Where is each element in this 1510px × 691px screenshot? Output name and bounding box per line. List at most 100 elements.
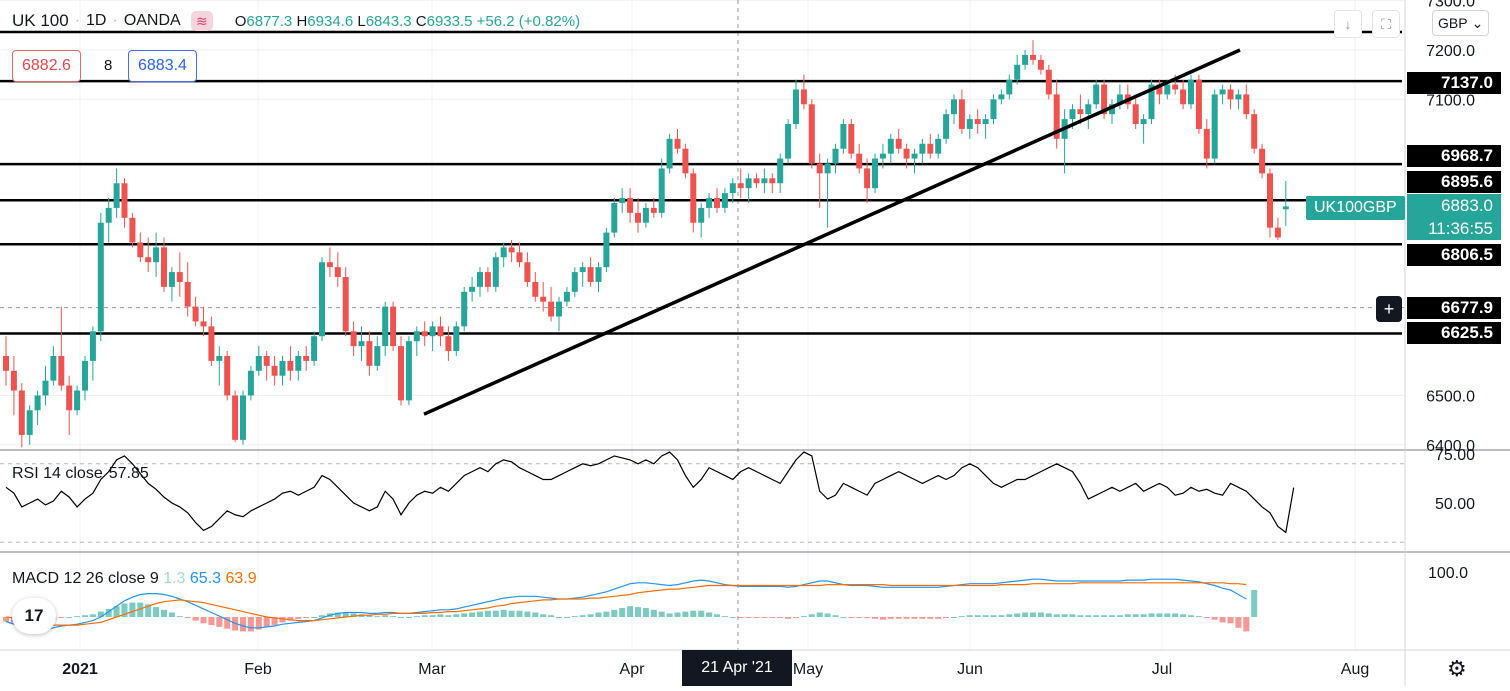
macd-histogram-bar xyxy=(461,613,468,617)
candle-body xyxy=(603,232,610,268)
macd-histogram-bar xyxy=(350,613,357,617)
macd-legend[interactable]: MACD 12 26 close 9 1.3 65.3 63.9 xyxy=(12,570,257,587)
sell-price-button[interactable]: 6882.6 xyxy=(12,50,81,82)
macd-histogram-bar xyxy=(690,610,697,617)
macd-histogram-bar xyxy=(761,617,768,618)
candle-body xyxy=(666,138,673,169)
tradingview-logo-icon[interactable]: 17 xyxy=(12,598,56,634)
candle-body xyxy=(856,153,863,169)
candle-body xyxy=(247,370,254,396)
candle-body xyxy=(990,99,997,120)
rsi-legend[interactable]: RSI 14 close 57.85 xyxy=(12,465,149,482)
price-tick-label: 7300.0 xyxy=(1426,0,1475,11)
candle-body xyxy=(1227,89,1234,100)
macd-histogram-bar xyxy=(919,617,926,619)
macd-histogram-bar xyxy=(1235,617,1242,628)
signal-line xyxy=(5,582,1247,626)
buy-price-button[interactable]: 6883.4 xyxy=(128,50,197,82)
macd-histogram-bar xyxy=(184,617,191,618)
candle-body xyxy=(74,390,81,411)
macd-histogram-bar xyxy=(255,617,262,630)
candle-body xyxy=(398,346,404,401)
current-price: 6883.0 xyxy=(1441,196,1493,215)
candle-body xyxy=(958,99,965,129)
add-plus-icon[interactable]: + xyxy=(1376,296,1402,322)
macd-histogram-bar xyxy=(698,610,705,617)
candle-body xyxy=(1195,79,1202,129)
down-arrow-icon[interactable]: ↓ xyxy=(1334,10,1362,38)
time-tick-label: Apr xyxy=(620,661,646,678)
candle-body xyxy=(974,119,981,125)
candle-body xyxy=(1251,114,1258,149)
macd-histogram-bar xyxy=(1243,617,1250,632)
macd-histogram-bar xyxy=(413,616,420,618)
bar-countdown: 11:36:55 xyxy=(1428,219,1493,238)
macd-histogram-bar xyxy=(97,611,104,617)
candle-body xyxy=(10,370,17,391)
macd-histogram-bar xyxy=(808,614,815,617)
macd-histogram-bar xyxy=(1093,615,1100,617)
rsi-tick-label: 75.00 xyxy=(1435,447,1475,464)
candle-body xyxy=(761,178,768,184)
macd-histogram-bar xyxy=(398,617,404,618)
candle-body xyxy=(895,138,902,149)
candle-body xyxy=(1006,79,1013,95)
candle-body xyxy=(540,296,547,302)
interval-label[interactable]: 1D xyxy=(86,12,107,29)
chart-header: UK 100 · 1D · OANDA ≋ O6877.3 H6934.6 L6… xyxy=(12,11,581,31)
candle-body xyxy=(287,360,294,371)
candle-body xyxy=(208,326,215,361)
macd-histogram-bar xyxy=(556,617,562,618)
candle-body xyxy=(374,346,381,366)
macd-histogram-bar xyxy=(627,606,634,617)
macd-histogram-bar xyxy=(974,615,981,617)
candle-body xyxy=(1069,109,1076,120)
candle-body xyxy=(176,272,183,282)
candle-body xyxy=(437,326,444,337)
macd-histogram-bar xyxy=(927,617,934,619)
macd-histogram-bar xyxy=(192,617,199,621)
candle-body xyxy=(1219,89,1226,95)
candle-body xyxy=(1101,84,1108,115)
candle-body xyxy=(824,163,831,174)
macd-histogram-bar xyxy=(66,617,73,618)
gear-icon[interactable]: ⚙ xyxy=(1447,656,1467,681)
candle-body xyxy=(587,267,594,282)
macd-histogram-bar xyxy=(729,617,736,618)
currency-label: GBP xyxy=(1438,15,1468,31)
candle-body xyxy=(66,385,73,411)
candle-body xyxy=(1037,59,1044,70)
macd-histogram-bar xyxy=(113,606,120,617)
macd-histogram-bar xyxy=(477,611,483,617)
macd-histogram-bar xyxy=(903,617,910,619)
candle-body xyxy=(1267,173,1273,228)
fullscreen-icon[interactable]: ⛶ xyxy=(1372,10,1400,38)
candle-body xyxy=(808,104,815,164)
symbol-name[interactable]: UK 100 xyxy=(12,11,69,30)
candle-body xyxy=(184,281,191,307)
candle-body xyxy=(658,168,665,213)
macd-histogram-bar xyxy=(548,615,555,617)
macd-histogram-bar xyxy=(800,616,807,618)
macd-histogram-bar xyxy=(129,602,136,617)
macd-histogram-bar xyxy=(1148,613,1155,617)
candle-body xyxy=(1235,94,1242,100)
macd-histogram-bar xyxy=(3,617,9,622)
candle-body xyxy=(1180,89,1187,105)
candle-body xyxy=(461,291,468,327)
candle-body xyxy=(153,247,160,263)
macd-histogram-bar xyxy=(319,615,325,617)
currency-select[interactable]: GBP ⌄ xyxy=(1432,10,1490,36)
macd-histogram-bar xyxy=(1172,613,1179,617)
candle-body xyxy=(121,183,128,218)
macd-histogram-bar xyxy=(1219,617,1226,623)
macd-histogram-bar xyxy=(1124,614,1131,617)
candle-body xyxy=(848,124,855,154)
candle-body xyxy=(334,267,341,278)
macd-histogram-bar xyxy=(793,617,799,618)
candle-body xyxy=(951,99,957,115)
macd-histogram-bar xyxy=(737,617,744,618)
candle-body xyxy=(1116,94,1123,105)
